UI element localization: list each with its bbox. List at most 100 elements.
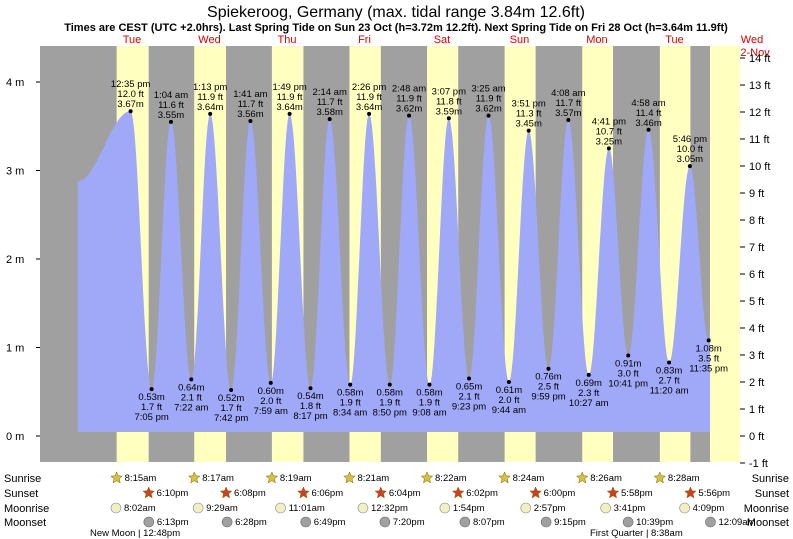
moonrise-time: 2:57pm <box>534 503 566 514</box>
high-tide-point <box>486 113 491 118</box>
low-tide-point <box>586 372 591 377</box>
day-name-label: Thu <box>277 34 296 46</box>
moonset-icon <box>143 516 155 528</box>
day-name-label: Tue <box>123 34 142 46</box>
tide-height-m-label: 3.46m <box>635 118 661 129</box>
tide-height-m-label: 0.65m <box>456 381 482 392</box>
tide-height-m-label: 0.64m <box>178 382 204 393</box>
sunrise-star-icon <box>265 471 279 484</box>
low-tide-point <box>348 382 353 387</box>
tide-height-m-label: 3.45m <box>515 119 541 130</box>
tide-height-ft-label: 2.7 ft <box>659 376 680 387</box>
tide-height-m-label: 3.25m <box>596 136 622 147</box>
moonrise-icon <box>357 502 369 514</box>
sunset-star-icon <box>684 486 697 499</box>
low-tide-point <box>268 380 273 385</box>
high-tide-point <box>446 116 451 121</box>
tide-height-ft-label: 1.7 ft <box>221 403 242 414</box>
sunset-star-icon <box>374 486 388 499</box>
tide-height-m-label: 3.05m <box>677 154 703 165</box>
high-tide-point <box>327 117 332 122</box>
tide-height-m-label: 3.59m <box>436 106 462 117</box>
astro-table: Sunrise Sunrise Sunset Sunset Moonrise Moonri… <box>4 471 789 539</box>
tide-time-label: 10:27 am <box>569 398 609 409</box>
high-tide-point <box>687 164 692 169</box>
tide-height-m-label: 3.62m <box>396 104 422 115</box>
tide-time-label: 4:41 pm <box>592 116 626 127</box>
y-tick-label-ft: 4 ft <box>749 323 764 335</box>
moonrise-icon <box>439 502 451 514</box>
chart-subtitle: Times are CEST (UTC +2.0hrs). Last Sprin… <box>64 22 728 34</box>
chart-title: Spiekeroog, Germany (max. tidal range 3.… <box>207 4 585 21</box>
tide-height-ft-label: 2.5 ft <box>538 382 559 393</box>
high-tide-point <box>128 109 133 114</box>
y-tick-label-ft: 12 ft <box>749 107 770 119</box>
sunrise-star-icon <box>498 471 511 484</box>
tide-height-m-label: 3.55m <box>158 110 184 121</box>
tide-height-m-label: 0.83m <box>656 366 682 377</box>
tide-height-m-label: 0.76m <box>535 372 561 383</box>
tide-time-label: 9:59 pm <box>531 392 565 403</box>
y-tick-label-m: 2 m <box>6 254 24 266</box>
day-name-label: Fri <box>358 34 371 46</box>
high-tide-point <box>407 113 412 118</box>
sunrise-time: 8:17am <box>202 473 234 484</box>
day-name-label: Sun <box>510 34 530 46</box>
tide-time-label: 7:22 am <box>174 402 208 413</box>
moonset-time: 8:07pm <box>473 517 505 528</box>
tide-height-ft-label: 11.3 ft <box>516 109 542 120</box>
low-tide-point <box>229 387 234 392</box>
sunset-star-icon <box>451 486 465 499</box>
tide-height-ft-label: 10.7 ft <box>596 126 623 137</box>
tide-height-ft-label: 11.4 ft <box>636 108 662 119</box>
day-name-label: Sat <box>434 34 451 46</box>
y-tick-label-ft: 8 ft <box>749 215 764 227</box>
tide-height-m-label: 0.91m <box>615 358 641 369</box>
low-tide-point <box>387 382 392 387</box>
y-tick-label-m: 0 m <box>6 431 24 443</box>
low-tide-point <box>467 376 472 381</box>
tide-height-m-label: 3.64m <box>276 102 302 113</box>
tide-time-label: 4:58 am <box>631 98 665 109</box>
future-band <box>710 46 740 462</box>
tide-time-label: 12:35 pm <box>111 79 151 90</box>
high-tide-point <box>646 127 651 132</box>
tide-height-m-label: 0.69m <box>576 378 602 389</box>
tide-height-ft-label: 11.9 ft <box>476 94 502 105</box>
moonset-icon <box>300 516 312 528</box>
tide-height-ft-label: 11.9 ft <box>356 92 382 103</box>
tide-height-m-label: 3.64m <box>197 102 223 113</box>
moonrise-icon <box>600 502 611 514</box>
y-tick-label-ft: 9 ft <box>749 188 764 200</box>
y-tick-label-ft: 14 ft <box>749 53 770 65</box>
moonset-time: 12:09am <box>718 517 755 528</box>
tide-height-m-label: 3.56m <box>237 109 263 120</box>
tide-time-label: 8:17 pm <box>293 411 327 422</box>
moonrise-icon <box>192 502 204 514</box>
tide-height-m-label: 0.52m <box>218 393 244 404</box>
sunset-time: 6:10pm <box>157 488 189 499</box>
day-name-label: Wed <box>741 34 763 46</box>
sunset-time: 5:56pm <box>698 488 730 499</box>
moonset-icon <box>622 516 634 528</box>
right-axis-ft: -1 ft 0 ft 1 ft 2 ft 3 ft 4 ft 5 ft 6 ft 7 ft 8 f… <box>740 53 770 470</box>
tide-height-ft-label: 11.7 ft <box>317 97 343 108</box>
left-axis-m: 0 m 1 m 2 m 3 m 4 m <box>6 77 40 443</box>
sunset-time: 6:00pm <box>544 488 576 499</box>
sunrise-star-icon <box>343 471 356 484</box>
tide-height-ft-label: 1.9 ft <box>379 398 400 409</box>
y-tick-label-ft: -1 ft <box>749 458 768 470</box>
tide-height-ft-label: 11.7 ft <box>555 98 581 109</box>
moonrise-icon <box>679 502 690 514</box>
tide-time-label: 7:05 pm <box>134 412 168 423</box>
tide-height-ft-label: 1.9 ft <box>419 398 440 409</box>
tide-height-ft-label: 2.0 ft <box>260 396 281 407</box>
moonrise-time: 4:09pm <box>693 503 725 514</box>
low-tide-point <box>626 353 631 358</box>
tide-time-label: 3:25 am <box>471 84 505 95</box>
tide-height-m-label: 0.58m <box>377 388 403 399</box>
moonset-time: 6:49pm <box>314 517 346 528</box>
y-tick-label-ft: 7 ft <box>749 242 764 254</box>
sunrise-time: 8:28am <box>668 473 700 484</box>
